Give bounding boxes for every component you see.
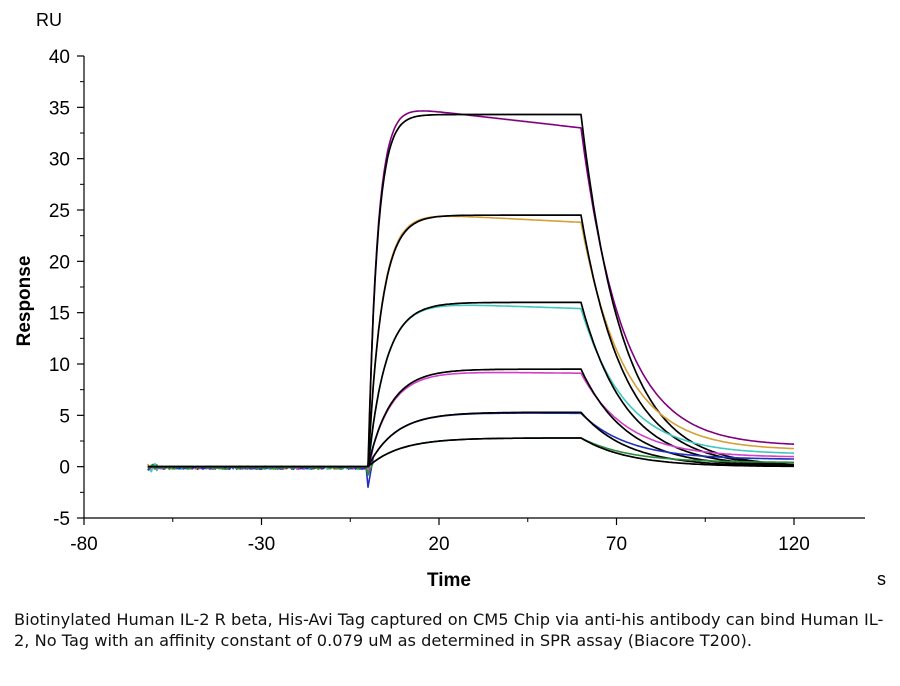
x-tick-label: -80 [70, 534, 97, 555]
fit-series-line [147, 301, 794, 468]
x-tick-label: 70 [606, 534, 627, 555]
fit-series-line [147, 437, 794, 468]
chart-ticks: -5 0 5 10 15 20 25 30 35 40 -80 -30 20 70 120 [49, 47, 810, 555]
sensorgram-chart: -5 0 5 10 15 20 25 30 35 40 -80 -30 20 70 120 RU s Tim… [14, 10, 886, 591]
chart-series [147, 110, 795, 489]
y-unit-label: RU [36, 10, 62, 30]
figure-caption: Biotinylated Human IL-2 R beta, His-Avi … [14, 610, 884, 650]
x-tick-label: 20 [428, 534, 449, 555]
fit-series-line [147, 368, 795, 468]
y-tick-label: 0 [59, 458, 70, 479]
fit-series-line [147, 214, 794, 468]
y-tick-label: -5 [53, 509, 70, 530]
y-tick-label: 10 [49, 355, 70, 376]
x-unit-label: s [877, 569, 886, 589]
y-tick-label: 5 [59, 406, 70, 427]
y-tick-label: 30 [49, 150, 70, 171]
y-axis-title: Response [14, 256, 35, 347]
x-axis-title: Time [427, 570, 471, 591]
x-tick-label: 120 [778, 534, 810, 555]
y-tick-label: 20 [49, 252, 70, 273]
y-tick-label: 25 [49, 201, 70, 222]
data-series-line [147, 110, 795, 476]
chart-axes [83, 56, 865, 519]
y-tick-label: 35 [49, 98, 70, 119]
data-series-line [147, 215, 795, 476]
y-tick-label: 15 [49, 304, 70, 325]
x-tick-label: -30 [248, 534, 275, 555]
y-tick-label: 40 [49, 47, 70, 68]
